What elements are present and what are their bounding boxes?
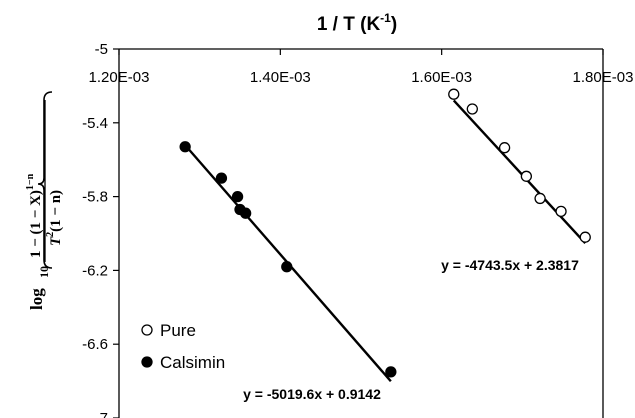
chart-marks [179,88,591,383]
chart-title: 1 / T (K-1) [317,11,397,35]
y-tick-label: -5 [95,41,108,58]
chart-title-main: 1 / T (K [317,14,381,35]
legend-marker-calsimin [141,356,153,368]
y-label-denominator-text: T [48,236,64,246]
axes: 1.20E-03 1.40E-03 1.60E-03 1.80E-03 -5 -5.4 -5… [82,41,633,418]
legend-label-calsimin: Calsimin [160,353,225,372]
y-axis-label: log 10 1 − (1 − X)1−n T2(1 − n) [25,91,64,310]
chart-title-close: ) [391,14,397,35]
data-point-pure [534,192,546,205]
y-label-log-base: 10 [37,266,51,278]
y-label-denominator-tail: (1 − n) [48,190,64,232]
data-point-calsimin [385,366,397,378]
data-point-pure [579,231,591,243]
equation-calsimin: y = -5019.6x + 0.9142 [243,386,381,402]
data-point-pure [448,88,460,100]
x-tick-label: 1.20E-03 [89,69,150,86]
data-point-calsimin [239,207,252,219]
data-point-calsimin [179,141,191,153]
y-label-denominator-exp: 2 [45,232,56,237]
data-point-calsimin [215,172,228,184]
y-tick-label: -6.6 [82,336,108,353]
x-tick-label: 1.80E-03 [573,69,634,86]
data-point-pure [498,142,511,154]
equation-pure: y = -4743.5x + 2.3817 [441,257,579,273]
data-point-calsimin [281,261,293,273]
legend-label-pure: Pure [160,321,196,340]
data-point-calsimin [231,190,244,203]
data-point-pure [466,103,478,115]
y-label-brace-open [37,91,53,269]
y-label-denominator: T2(1 − n) [45,190,64,246]
fit-line-pure [452,99,587,244]
x-tick-label: 1.40E-03 [250,69,311,86]
y-tick-label: -5.8 [82,189,108,206]
data-point-pure [520,170,533,182]
y-label-numerator-exp: 1−n [25,173,36,190]
legend: Pure Calsimin [141,321,225,372]
y-label-numerator: 1 − (1 − X)1−n [25,173,44,258]
chart-title-superscript: -1 [380,11,391,25]
legend-marker-pure [141,324,153,336]
y-tick-label: -7 [95,410,108,418]
y-label-log: log [27,288,46,310]
y-label-numerator-text: 1 − (1 − X) [28,190,44,258]
y-tick-label: -6.2 [82,262,108,279]
y-tick-label: -5.4 [82,115,108,132]
x-tick-label: 1.60E-03 [411,69,472,86]
data-point-pure [555,205,567,218]
